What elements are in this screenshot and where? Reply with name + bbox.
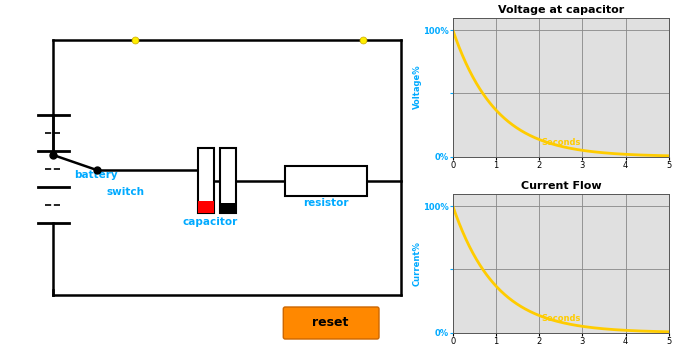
Text: battery: battery — [75, 170, 118, 180]
Text: Seconds: Seconds — [541, 138, 581, 146]
Bar — [198, 148, 214, 213]
Bar — [198, 201, 214, 213]
Text: capacitor: capacitor — [182, 217, 238, 227]
Bar — [221, 148, 236, 213]
Text: switch: switch — [107, 187, 145, 197]
Bar — [285, 165, 367, 195]
FancyBboxPatch shape — [283, 307, 379, 339]
Y-axis label: Voltage%: Voltage% — [413, 65, 422, 109]
Text: Seconds: Seconds — [541, 314, 581, 322]
Text: reset: reset — [312, 316, 349, 329]
Title: Current Flow: Current Flow — [521, 181, 601, 191]
Text: resistor: resistor — [304, 197, 349, 207]
Bar — [221, 203, 236, 213]
Title: Voltage at capacitor: Voltage at capacitor — [498, 5, 624, 15]
Y-axis label: Current%: Current% — [413, 241, 422, 285]
